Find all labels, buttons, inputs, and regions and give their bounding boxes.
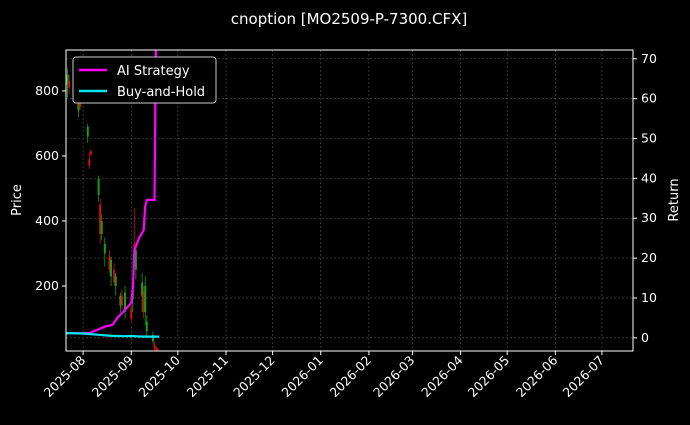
buy-and-hold-line bbox=[66, 332, 160, 338]
candle-body bbox=[110, 259, 113, 277]
candle-body bbox=[68, 81, 71, 88]
return-lines bbox=[66, 50, 160, 338]
y-tick-label-right: 50 bbox=[641, 131, 657, 146]
legend: AI Strategy Buy-and-Hold bbox=[72, 56, 217, 104]
candle-body bbox=[124, 292, 127, 312]
x-tick-label: 2025-11 bbox=[184, 353, 232, 401]
x-tick-label: 2026-05 bbox=[465, 353, 513, 401]
y-tick-label-right: 30 bbox=[641, 210, 657, 225]
y-tick-label-right: 70 bbox=[641, 51, 657, 66]
y-tick-label-left: 600 bbox=[35, 148, 59, 163]
candle-body bbox=[99, 204, 102, 234]
x-tick-label: 2026-06 bbox=[513, 352, 561, 400]
x-tick-label: 2026-02 bbox=[326, 353, 374, 401]
candle-body bbox=[89, 151, 92, 155]
candle-body bbox=[114, 276, 117, 286]
y-tick-label-left: 200 bbox=[35, 278, 59, 293]
y-tick-label-right: 60 bbox=[641, 91, 657, 106]
candle-body bbox=[103, 243, 106, 254]
legend-label-ai: AI Strategy bbox=[117, 64, 190, 79]
y-tick-label-right: 10 bbox=[641, 290, 657, 305]
candle-body bbox=[153, 344, 156, 348]
x-tick-label: 2025-09 bbox=[89, 352, 137, 400]
candle-body bbox=[86, 126, 89, 137]
chart-title: cnoption [MO2509-P-7300.CFX] bbox=[231, 10, 467, 28]
y-tick-label-left: 800 bbox=[35, 83, 59, 98]
candle-body bbox=[151, 334, 154, 342]
candle-body bbox=[113, 269, 116, 283]
candle-body bbox=[141, 282, 144, 296]
candle-body bbox=[155, 347, 158, 350]
candle-body bbox=[100, 220, 103, 234]
candle-body bbox=[120, 295, 123, 306]
candle-body bbox=[130, 308, 133, 319]
ai-strategy-line bbox=[66, 50, 157, 335]
candle-body bbox=[97, 178, 100, 195]
candle-body bbox=[119, 295, 122, 306]
y-tick-label-left: 400 bbox=[35, 213, 59, 228]
x-tick-label: 2026-07 bbox=[560, 353, 608, 401]
legend-label-bh: Buy-and-Hold bbox=[117, 85, 205, 100]
x-tick-label: 2025-10 bbox=[135, 352, 183, 400]
y-label-left: Price bbox=[10, 184, 25, 216]
x-tick-label: 2025-08 bbox=[41, 352, 89, 400]
candle-body bbox=[156, 349, 159, 351]
y-label-right: Return bbox=[667, 178, 682, 221]
x-tick-label: 2026-04 bbox=[418, 352, 466, 400]
candle-body bbox=[108, 256, 111, 270]
x-tick-label: 2026-03 bbox=[370, 353, 418, 401]
candle-body bbox=[77, 97, 80, 111]
candle-body bbox=[145, 321, 148, 332]
x-tick-label: 2026-01 bbox=[278, 353, 326, 401]
plot-frame bbox=[65, 49, 634, 352]
y-tick-label-right: 20 bbox=[641, 250, 657, 265]
candle-body bbox=[88, 159, 91, 166]
candle-body bbox=[144, 285, 147, 312]
x-tick-label: 2025-12 bbox=[230, 353, 278, 401]
y-tick-label-right: 40 bbox=[641, 170, 657, 185]
candle-body bbox=[142, 292, 145, 312]
grid bbox=[66, 50, 633, 351]
candle-body bbox=[134, 250, 137, 270]
candle-body bbox=[66, 74, 69, 85]
y-tick-label-right: 0 bbox=[641, 330, 649, 345]
